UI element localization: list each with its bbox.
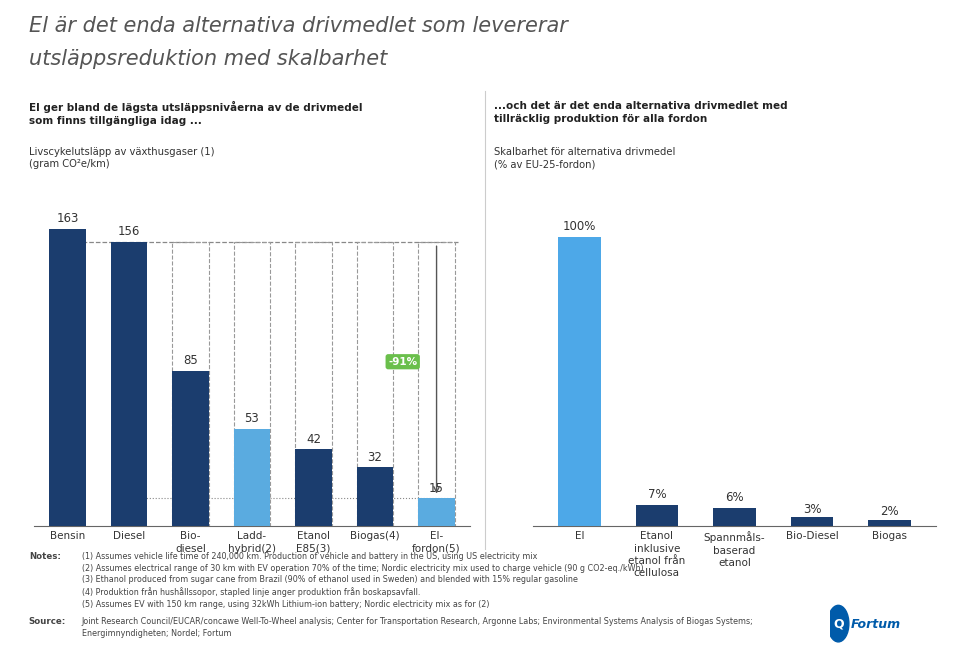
Bar [558,237,601,526]
Bar [868,520,911,526]
Text: 42: 42 [306,432,321,445]
Bar [356,242,394,526]
Bar [233,429,271,526]
Bar [636,505,678,526]
Text: 15: 15 [429,482,444,495]
Text: Livscykelutsläpp av växthusgaser (1)
(gram CO²e/km): Livscykelutsläpp av växthusgaser (1) (gr… [29,147,214,169]
Text: 2%: 2% [880,505,899,518]
Bar [172,242,209,526]
Bar [419,242,455,526]
Bar [295,242,332,526]
Text: 53: 53 [245,413,259,426]
Text: 85: 85 [183,354,198,367]
Bar [49,229,85,526]
Bar [356,468,394,526]
Text: -91%: -91% [388,357,418,367]
Text: Source:: Source: [29,617,66,626]
Bar [713,508,756,526]
Bar [172,371,209,526]
Text: El är det enda alternativa drivmedlet som levererar: El är det enda alternativa drivmedlet so… [29,16,567,37]
Bar [419,498,455,526]
Bar [295,449,332,526]
Text: 163: 163 [57,212,79,225]
Text: (1) Assumes vehicle life time of 240,000 km. Production of vehicle and battery i: (1) Assumes vehicle life time of 240,000… [82,552,643,609]
Text: El ger bland de lägsta utsläppsnivåerna av de drivmedel
som finns tillgängliga i: El ger bland de lägsta utsläppsnivåerna … [29,101,362,127]
Text: 32: 32 [368,451,382,464]
Text: 100%: 100% [563,220,596,233]
Circle shape [828,605,849,642]
Text: Q: Q [833,617,844,630]
Bar [110,242,148,526]
Text: utsläppsreduktion med skalbarhet: utsläppsreduktion med skalbarhet [29,49,387,69]
Text: Notes:: Notes: [29,552,60,561]
Text: Joint Research Council/EUCAR/concawe Well-To-Wheel analysis; Center for Transpor: Joint Research Council/EUCAR/concawe Wel… [82,617,754,638]
Bar [791,517,833,526]
Text: 7%: 7% [648,488,666,501]
Text: ...och det är det enda alternativa drivmedlet med
tillräcklig produktion för all: ...och det är det enda alternativa drivm… [494,101,788,125]
Text: 6%: 6% [725,491,744,504]
Text: Fortum: Fortum [851,618,901,631]
Text: Skalbarhet för alternativa drivmedel
(% av EU-25-fordon): Skalbarhet för alternativa drivmedel (% … [494,147,676,169]
Text: 156: 156 [118,225,140,238]
Bar [233,242,271,526]
Text: 3%: 3% [803,503,821,516]
